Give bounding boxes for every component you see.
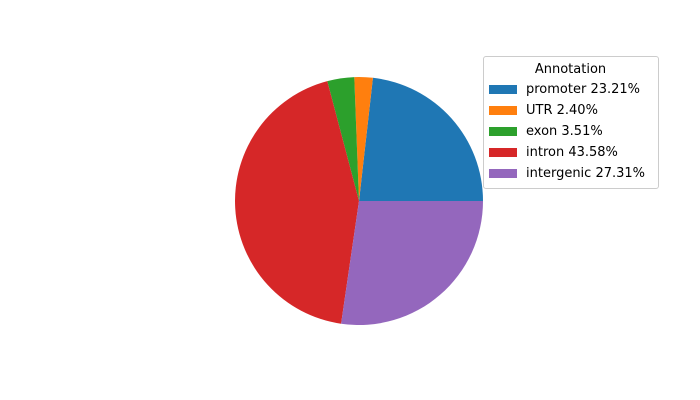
legend-entries: promoter 23.21% UTR 2.40% exon 3.51% intron… bbox=[489, 79, 652, 184]
legend: Annotation promoter 23.21% UTR 2.40% exon … bbox=[483, 56, 659, 189]
pie-slice-promoter bbox=[359, 77, 483, 201]
legend-entry-label: intergenic 27.31% bbox=[526, 166, 646, 181]
legend-swatch-icon bbox=[489, 106, 517, 115]
legend-entry-label: exon 3.51% bbox=[526, 124, 603, 139]
legend-entry-exon: exon 3.51% bbox=[489, 121, 652, 142]
legend-swatch-icon bbox=[489, 148, 517, 157]
legend-entry-promoter: promoter 23.21% bbox=[489, 79, 652, 100]
pie-slice-intergenic bbox=[341, 201, 483, 326]
legend-swatch-icon bbox=[489, 85, 517, 94]
legend-entry-UTR: UTR 2.40% bbox=[489, 100, 652, 121]
legend-entry-intron: intron 43.58% bbox=[489, 142, 652, 163]
legend-swatch-icon bbox=[489, 127, 517, 136]
legend-entry-label: promoter 23.21% bbox=[526, 82, 641, 97]
legend-title: Annotation bbox=[534, 62, 607, 77]
legend-entry-intergenic: intergenic 27.31% bbox=[489, 163, 652, 184]
legend-swatch-icon bbox=[489, 169, 517, 178]
pie-slice-intron bbox=[235, 81, 359, 324]
legend-entry-label: intron 43.58% bbox=[526, 145, 618, 160]
legend-entry-label: UTR 2.40% bbox=[526, 103, 598, 118]
pie-slices bbox=[235, 77, 483, 326]
pie-slice-UTR bbox=[354, 77, 373, 201]
pie-slice-exon bbox=[327, 77, 359, 201]
